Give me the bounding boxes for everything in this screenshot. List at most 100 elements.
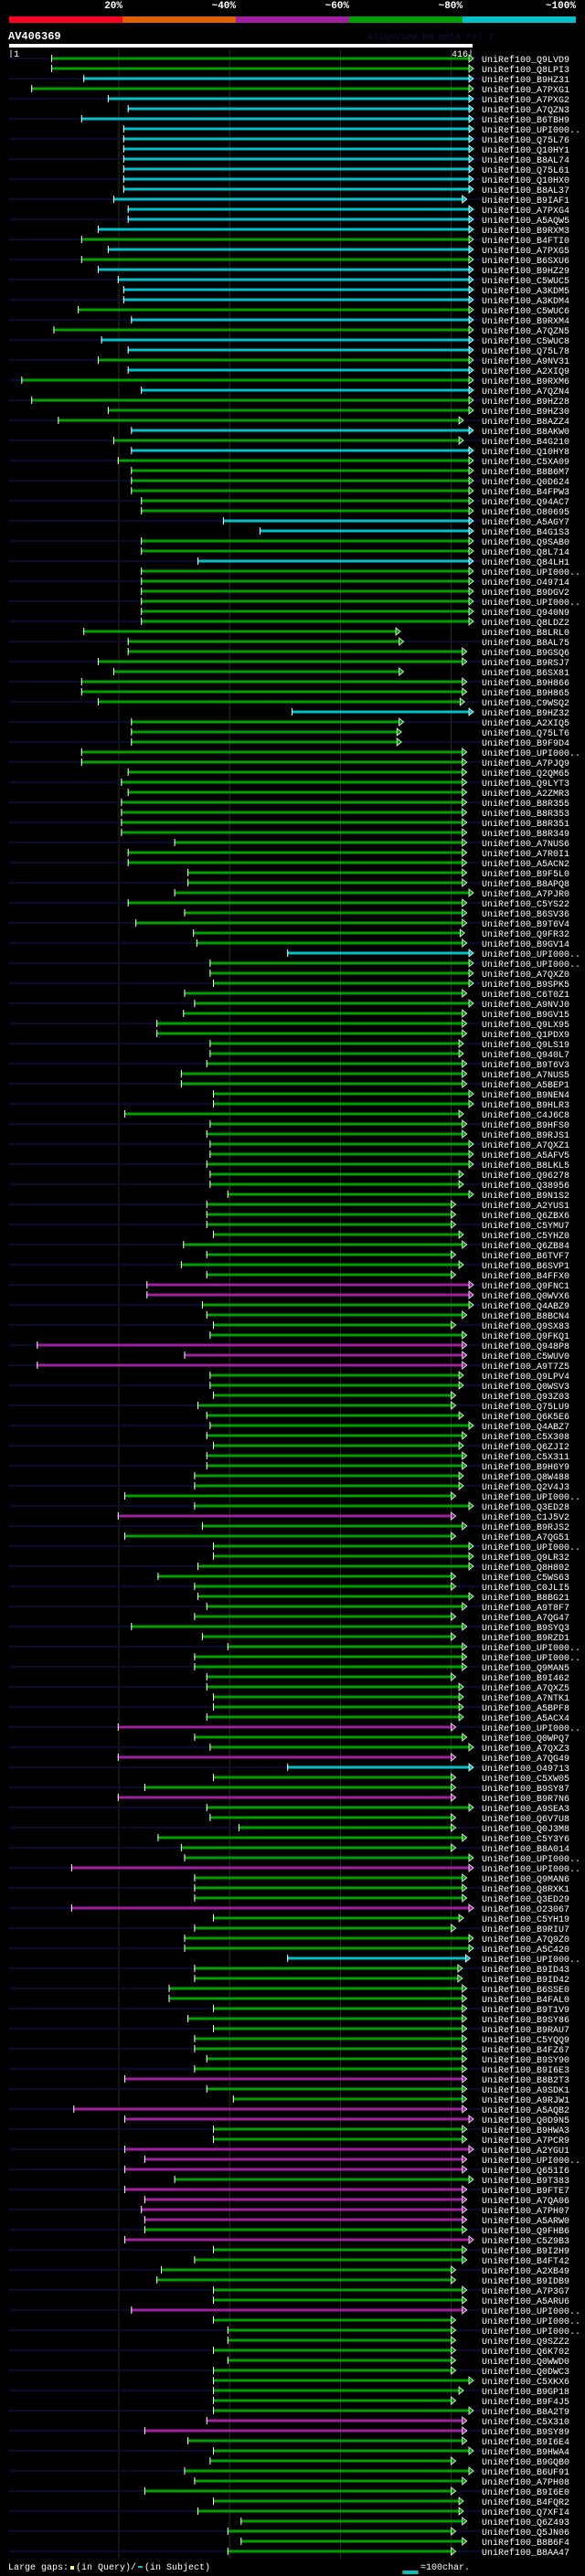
alignment-row[interactable]: UniRef100_A2XIQ5 bbox=[9, 717, 569, 729]
hit-bar[interactable] bbox=[194, 2037, 463, 2041]
hit-bar[interactable] bbox=[156, 2278, 452, 2282]
hit-label[interactable]: UniRef100_A5ARU6 bbox=[482, 2296, 569, 2307]
alignment-row[interactable]: UniRef100_A7PJQ9 bbox=[9, 758, 569, 769]
alignment-row[interactable]: UniRef100_A7QA06 bbox=[144, 2195, 569, 2207]
hit-bar[interactable] bbox=[209, 1383, 460, 1387]
hit-bar[interactable] bbox=[209, 1424, 469, 1427]
hit-label[interactable]: UniRef100_UPI000.. bbox=[482, 748, 580, 759]
hit-label[interactable]: UniRef100_Q9LPV4 bbox=[482, 1372, 569, 1383]
hit-bar[interactable] bbox=[122, 167, 470, 171]
hit-bar[interactable] bbox=[227, 1193, 469, 1196]
hit-bar[interactable] bbox=[37, 1343, 463, 1347]
hit-bar[interactable] bbox=[122, 177, 470, 181]
alignment-row[interactable]: UniRef100_Q8H802 bbox=[9, 1562, 569, 1574]
alignment-row[interactable]: UniRef100_B9HZ29 bbox=[97, 265, 569, 277]
alignment-row[interactable]: UniRef100_O49714 bbox=[9, 577, 569, 588]
hit-bar[interactable] bbox=[209, 2459, 452, 2463]
alignment-row[interactable]: UniRef100_Q9FNC1 bbox=[9, 1280, 569, 1292]
hit-bar[interactable] bbox=[184, 1936, 470, 1940]
alignment-row[interactable]: UniRef100_Q0WSV3 bbox=[9, 1381, 569, 1393]
hit-label[interactable]: UniRef100_Q6K5E6 bbox=[482, 1412, 569, 1423]
hit-bar[interactable] bbox=[206, 2419, 463, 2422]
hit-bar[interactable] bbox=[197, 559, 469, 563]
hit-bar[interactable] bbox=[127, 851, 463, 854]
hit-bar[interactable] bbox=[146, 1283, 469, 1287]
alignment-row[interactable]: UniRef100_A5AGY7 bbox=[9, 516, 569, 528]
hit-label[interactable]: UniRef100_Q8L714 bbox=[482, 547, 569, 558]
alignment-row[interactable]: UniRef100_Q8LPI3 bbox=[51, 64, 569, 76]
alignment-row[interactable]: UniRef100_A7QZN5 bbox=[53, 325, 569, 337]
hit-bar[interactable] bbox=[213, 1394, 452, 1397]
hit-bar[interactable] bbox=[194, 1896, 463, 1900]
hit-bar[interactable] bbox=[141, 509, 469, 513]
hit-label[interactable]: UniRef100_B9F9D4 bbox=[482, 738, 569, 749]
hit-bar[interactable] bbox=[127, 207, 470, 211]
alignment-row[interactable]: UniRef100_B9F4J5 bbox=[213, 2396, 569, 2408]
hit-bar[interactable] bbox=[124, 2147, 469, 2151]
hit-label[interactable]: UniRef100_A5BEP1 bbox=[482, 1080, 569, 1091]
hit-label[interactable]: UniRef100_B9SY89 bbox=[482, 2427, 569, 2438]
alignment-row[interactable]: UniRef100_Q10HX0 bbox=[9, 175, 569, 186]
hit-label[interactable]: UniRef100_B9HZ29 bbox=[482, 266, 569, 277]
hit-label[interactable]: UniRef100_Q8W488 bbox=[482, 1472, 569, 1483]
alignment-row[interactable]: UniRef100_B8BG21 bbox=[197, 1592, 569, 1604]
alignment-row[interactable]: UniRef100_B4G210 bbox=[9, 436, 569, 448]
hit-bar[interactable] bbox=[122, 147, 470, 151]
alignment-row[interactable]: UniRef100_A5ACX4 bbox=[206, 1712, 569, 1724]
hit-bar[interactable] bbox=[127, 107, 470, 111]
alignment-row[interactable]: UniRef100_B6SX81 bbox=[112, 667, 569, 679]
alignment-row[interactable]: UniRef100_B4FPW3 bbox=[131, 486, 569, 498]
alignment-row[interactable]: UniRef100_B9H865 bbox=[80, 687, 569, 699]
hit-label[interactable]: UniRef100_O23067 bbox=[482, 1904, 569, 1915]
hit-label[interactable]: UniRef100_B6SX81 bbox=[482, 668, 569, 679]
hit-bar[interactable] bbox=[187, 2439, 463, 2443]
alignment-row[interactable]: UniRef100_B9GV14 bbox=[9, 938, 569, 950]
hit-label[interactable]: UniRef100_B8BG21 bbox=[482, 1593, 569, 1604]
alignment-row[interactable]: UniRef100_A7QXZ1 bbox=[9, 1140, 569, 1151]
alignment-row[interactable]: UniRef100_B9I2H9 bbox=[9, 2245, 569, 2257]
hit-label[interactable]: UniRef100_B9F5L0 bbox=[482, 869, 569, 880]
hit-label[interactable]: UniRef100_Q4ABZ9 bbox=[482, 1301, 569, 1312]
hit-bar[interactable] bbox=[213, 1233, 460, 1236]
alignment-row[interactable]: UniRef100_B9N1S2 bbox=[227, 1190, 569, 1202]
hit-bar[interactable] bbox=[135, 921, 463, 925]
hit-label[interactable]: UniRef100_B9ID42 bbox=[482, 1975, 569, 1986]
alignment-row[interactable]: UniRef100_A5BEP1 bbox=[9, 1079, 569, 1091]
hit-label[interactable]: UniRef100_UPI000.. bbox=[482, 125, 580, 136]
hit-label[interactable]: UniRef100_Q9SZZ2 bbox=[482, 2337, 569, 2348]
hit-label[interactable]: UniRef100_B9RSJ7 bbox=[482, 658, 569, 669]
alignment-row[interactable]: UniRef100_B4FZ67 bbox=[9, 2044, 569, 2056]
hit-label[interactable]: UniRef100_B8A014 bbox=[482, 1844, 569, 1855]
hit-label[interactable]: UniRef100_B4FQR2 bbox=[482, 2497, 569, 2508]
alignment-row[interactable]: UniRef100_B8AA47 bbox=[9, 2547, 569, 2559]
alignment-row[interactable]: UniRef100_B9ID42 bbox=[194, 1974, 569, 1986]
hit-label[interactable]: UniRef100_B9RJS1 bbox=[482, 1130, 569, 1141]
alignment-row[interactable]: UniRef100_B9HWA3 bbox=[9, 2125, 569, 2136]
hit-label[interactable]: UniRef100_A2YGU1 bbox=[482, 2146, 569, 2157]
hit-label[interactable]: UniRef100_Q8H802 bbox=[482, 1563, 569, 1574]
hit-label[interactable]: UniRef100_C6T0Z1 bbox=[482, 990, 569, 1001]
alignment-row[interactable]: UniRef100_B9HZ30 bbox=[107, 406, 569, 418]
alignment-row[interactable]: UniRef100_B4FQR2 bbox=[213, 2496, 569, 2508]
hit-bar[interactable] bbox=[144, 1786, 452, 1789]
hit-label[interactable]: UniRef100_A7QA06 bbox=[482, 2196, 569, 2207]
alignment-row[interactable]: UniRef100_UPI000.. bbox=[141, 567, 580, 578]
alignment-row[interactable]: UniRef100_Q6ZJI2 bbox=[9, 1441, 569, 1453]
alignment-row[interactable]: UniRef100_A5C420 bbox=[9, 1944, 569, 1956]
hit-bar[interactable] bbox=[184, 991, 463, 995]
alignment-row[interactable]: UniRef100_A7PH08 bbox=[194, 2476, 569, 2488]
alignment-row[interactable]: UniRef100_A5ACN2 bbox=[9, 858, 569, 870]
hit-bar[interactable] bbox=[184, 911, 463, 915]
hit-bar[interactable] bbox=[197, 1564, 469, 1568]
hit-bar[interactable] bbox=[232, 2097, 463, 2101]
hit-bar[interactable] bbox=[206, 1253, 452, 1256]
hit-label[interactable]: UniRef100_B9F4J5 bbox=[482, 2397, 569, 2408]
hit-label[interactable]: UniRef100_B9RXM4 bbox=[482, 316, 569, 327]
hit-bar[interactable] bbox=[121, 780, 463, 784]
hit-bar[interactable] bbox=[156, 1032, 463, 1035]
alignment-row[interactable]: UniRef100_Q9LX95 bbox=[9, 1019, 569, 1031]
hit-label[interactable]: UniRef100_Q9LYT3 bbox=[482, 779, 569, 790]
hit-bar[interactable] bbox=[117, 278, 470, 281]
alignment-row[interactable]: UniRef100_Q0WPQ7 bbox=[194, 1733, 569, 1744]
alignment-row[interactable]: UniRef100_Q93Z03 bbox=[213, 1391, 569, 1403]
